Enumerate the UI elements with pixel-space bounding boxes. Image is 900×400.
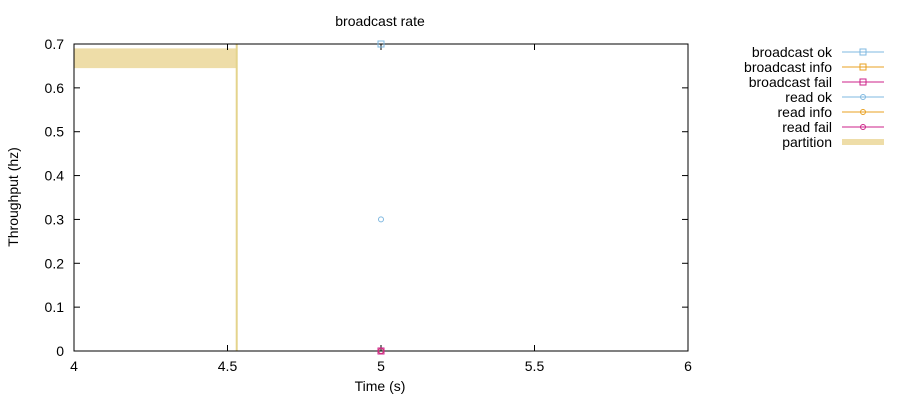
x-tick-label: 6	[684, 358, 692, 374]
y-tick-label: 0.2	[45, 255, 65, 271]
legend-label: broadcast fail	[749, 74, 832, 90]
partition-band	[74, 48, 237, 69]
y-tick-label: 0.1	[45, 299, 65, 315]
data-point	[377, 40, 385, 48]
y-tick-label: 0	[56, 343, 64, 359]
legend-label: partition	[782, 134, 832, 150]
y-tick-label: 0.4	[45, 168, 65, 184]
x-tick-label: 4.5	[218, 358, 238, 374]
x-axis-label: Time (s)	[355, 378, 406, 394]
data-point	[378, 348, 384, 354]
legend-marker	[859, 63, 867, 71]
legend-label: read info	[778, 104, 833, 120]
x-tick-label: 5.5	[525, 358, 545, 374]
legend-marker	[860, 124, 866, 130]
x-tick-label: 4	[70, 358, 78, 374]
legend-marker	[859, 48, 867, 56]
x-tick-label: 5	[377, 358, 385, 374]
plot-frame	[73, 43, 689, 352]
legend-label: broadcast ok	[752, 44, 833, 60]
legend-label: read ok	[785, 89, 833, 105]
legend-marker	[860, 109, 866, 115]
plot-area: 4 4.5 5 5.5 6 0 0.1 0.2 0.3 0.4 0.5 0.6 0.7	[45, 36, 693, 374]
legend-label: read fail	[782, 119, 832, 135]
legend-marker	[860, 94, 866, 100]
legend-label: broadcast info	[744, 59, 832, 75]
y-tick-label: 0.5	[45, 124, 65, 140]
y-axis-label: Throughput (hz)	[5, 147, 21, 247]
y-tick-label: 0.7	[45, 36, 65, 52]
data-point	[378, 216, 384, 223]
y-tick-label: 0.3	[45, 211, 65, 227]
chart-title: broadcast rate	[335, 13, 425, 29]
y-tick-label: 0.6	[45, 80, 65, 96]
legend-swatch	[842, 139, 884, 145]
legend-marker	[859, 78, 867, 86]
